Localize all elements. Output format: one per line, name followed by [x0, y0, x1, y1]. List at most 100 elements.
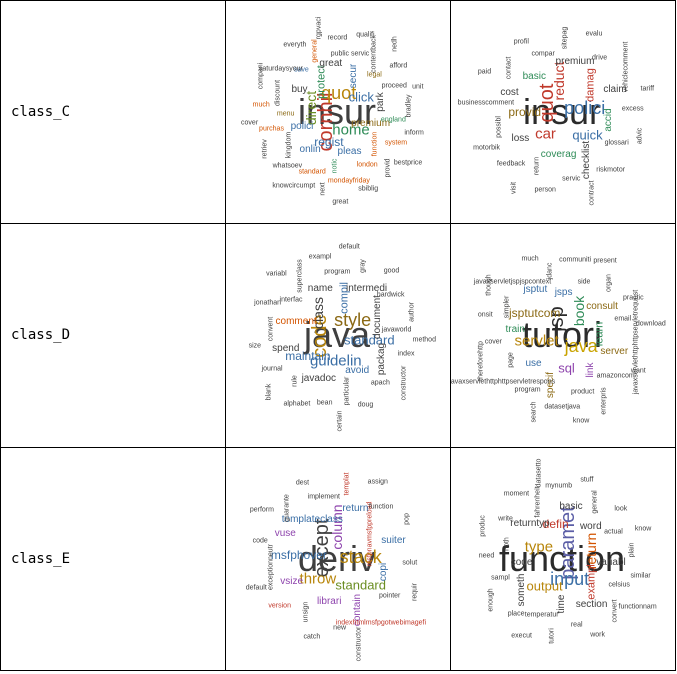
cloud-word: consult [586, 301, 618, 313]
cloud-word: alphabet [283, 400, 311, 408]
cloud-word: bean [316, 399, 333, 407]
cloud-word: jdanc [546, 262, 554, 279]
wordcloud-cell: java code style guidelin class standard mainta… [225, 223, 451, 448]
cloud-word: simpler [503, 296, 511, 319]
cloud-word: produc [479, 515, 487, 537]
cloud-word: menu [276, 110, 295, 118]
cloud-word: discount [274, 80, 282, 107]
word-cloud: java code style guidelin class standard mainta… [227, 225, 449, 446]
cloud-word: place [507, 610, 525, 618]
cloud-word: knowcircumpt [272, 182, 316, 190]
cloud-word: businesscomment [457, 99, 515, 107]
table-row-c: class_C insur cornhil quot home direct click r… [0, 0, 676, 225]
cloud-word: insur [297, 91, 377, 133]
cloud-word: jsptutcom [509, 305, 561, 320]
cloud-word: great [319, 58, 343, 70]
cloud-word: someth [515, 573, 527, 607]
cloud-word: retriev [261, 139, 269, 159]
cloud-word: though [485, 274, 493, 296]
cloud-word: librari [316, 595, 342, 607]
cloud-word: comment [275, 316, 317, 328]
cloud-word: mynumb [545, 482, 573, 490]
class-label-cell: class_E [0, 446, 226, 672]
word-cloud: function paramet input type return output defi… [452, 448, 674, 669]
cloud-word: tariff [640, 85, 655, 93]
cloud-word: specif [545, 372, 557, 399]
cloud-word: save [293, 66, 309, 74]
cloud-word: next [319, 182, 327, 196]
cloud-word: function [371, 131, 379, 157]
cloud-word: version [268, 602, 291, 610]
wordcloud-cell: function paramet input type return output defi… [450, 446, 676, 672]
cloud-word: output [526, 578, 563, 594]
cloud-word: plain [628, 542, 636, 557]
cloud-word: type [524, 538, 554, 556]
cloud-word: need [478, 552, 495, 560]
cloud-word: fahrenheit [534, 486, 542, 518]
cloud-word: enough [487, 588, 495, 612]
cloud-word: default [245, 584, 267, 592]
cloud-word: vuse [274, 528, 296, 540]
class-label: class_C [11, 104, 71, 121]
cloud-word: basic [522, 70, 546, 82]
cloud-word: record [327, 34, 348, 42]
cloud-word: basic [559, 500, 583, 512]
cloud-word: throw [299, 570, 337, 588]
cloud-word: click [348, 89, 374, 105]
cloud-word: notic [331, 158, 338, 174]
cloud-word: functionnam [618, 603, 657, 611]
word-cloud: insur quot polici car reduct quick provid damag… [452, 2, 674, 223]
cloud-word: bestprice [393, 159, 423, 167]
cloud-word: servlet [514, 332, 559, 350]
cloud-word: compani [257, 63, 265, 90]
cloud-word: new [333, 624, 347, 632]
cloud-word: stack [339, 546, 382, 567]
wordcloud-cell: deriv except stack throw column standard msfph… [225, 446, 451, 672]
cloud-word: cost [500, 87, 519, 99]
cloud-word: indexhtmlmsfpgotwebimagefi [335, 619, 427, 627]
cloud-word: noth [503, 537, 511, 552]
cloud-word: variabl [596, 556, 626, 568]
cloud-word: name [307, 283, 333, 295]
cloud-word: qualifi [356, 31, 375, 39]
cloud-word: protect [315, 65, 327, 100]
cloud-word: paid [477, 68, 492, 76]
cloud-word: riskmotor [596, 166, 626, 174]
cloud-word: write [498, 515, 513, 523]
cloud-word: england [380, 116, 406, 124]
cloud-word: legal [366, 71, 382, 79]
cloud-word: packag [376, 343, 388, 376]
cloud-word: know [634, 525, 652, 533]
cloud-word: link [585, 362, 597, 378]
cloud-word: mondayfriday [327, 177, 370, 185]
cloud-word: reduct [551, 61, 567, 101]
cloud-word: execut [511, 632, 532, 640]
cloud-word: variabl [266, 270, 287, 278]
cloud-word: spend [272, 342, 300, 354]
cloud-word: download [635, 320, 666, 328]
cloud-word: dest [295, 479, 310, 487]
cloud-word: communiti [559, 256, 592, 264]
cloud-word: guidelin [309, 352, 362, 370]
cloud-word: implement [307, 493, 340, 501]
cloud-word: rgpvaci [315, 16, 323, 40]
cloud-word: whatsoev [272, 162, 303, 170]
cloud-word: assign [367, 478, 388, 486]
cloud-word: excess [621, 105, 644, 113]
cloud-word: compar [531, 50, 555, 58]
cloud-word: standard [298, 168, 326, 176]
cloud-word: jsps [554, 286, 573, 298]
class-label: class_D [11, 327, 71, 344]
cloud-word: exceptionneutr [267, 544, 275, 590]
cloud-word: index [397, 350, 415, 358]
cloud-word: quot [321, 82, 357, 103]
cloud-word: cover [241, 119, 259, 127]
cloud-word: servic [562, 175, 581, 183]
cloud-word: rule [291, 374, 299, 387]
cloud-word: doug [357, 401, 374, 409]
cloud-word: visit [510, 181, 518, 194]
table-row-e: class_E deriv except stack throw column stand… [0, 446, 676, 672]
cloud-word: good [383, 267, 400, 275]
cloud-word: actual [604, 528, 623, 536]
cloud-word: exampl [308, 253, 332, 261]
